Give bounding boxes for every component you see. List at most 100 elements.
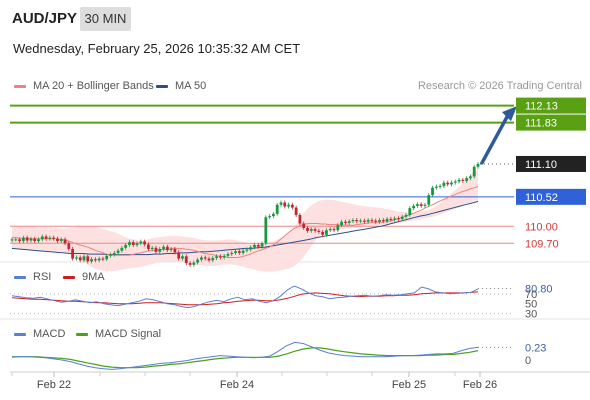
rsi-level-label: 50	[525, 299, 537, 311]
datetime-label: Wednesday, February 25, 2026 10:35:32 AM…	[13, 41, 301, 56]
candle-body	[146, 244, 150, 249]
candle-body	[184, 256, 188, 264]
candle-body	[218, 256, 222, 258]
rsi-level-label: 30	[525, 309, 537, 321]
candle-body	[90, 259, 93, 262]
macd-legend-label: MACD	[33, 328, 66, 340]
candle-body	[21, 237, 25, 242]
ma50-line	[11, 200, 479, 256]
candle-body	[438, 186, 442, 188]
candle-body	[131, 242, 135, 245]
candle-body	[56, 238, 59, 242]
rsi-level-label: 80.80	[525, 284, 553, 296]
candle-body	[158, 248, 162, 252]
candle-body	[264, 217, 268, 244]
rsi-ma-legend-label: 9MA	[82, 271, 105, 283]
candle-body	[105, 255, 109, 260]
candle-body	[192, 262, 196, 265]
candle-body	[423, 204, 427, 206]
macd-level-label: 0.23	[525, 342, 546, 354]
credit-label: Research © 2026 Trading Central	[417, 80, 582, 92]
candle-body	[63, 239, 67, 244]
candle-body	[317, 230, 321, 232]
candle-body	[256, 245, 260, 247]
candle-body	[287, 204, 290, 207]
candle-body	[325, 230, 328, 235]
candle-body	[86, 256, 90, 262]
candle-body	[177, 252, 181, 259]
ma20-legend-label: MA 20 + Bollinger Bands	[33, 80, 154, 92]
timeframe-button[interactable]: 30 MIN	[80, 7, 131, 31]
candle-body	[374, 220, 378, 222]
candle-body	[347, 221, 351, 223]
candle-body	[18, 239, 21, 242]
candle-body	[370, 220, 374, 222]
candle-body	[253, 245, 256, 248]
candles-group	[10, 161, 480, 267]
candle-body	[196, 259, 200, 263]
candle-body	[309, 229, 313, 231]
candle-body	[33, 238, 37, 242]
candle-body	[29, 238, 33, 241]
last-level-label: 111.10	[525, 159, 557, 171]
candle-body	[351, 220, 355, 222]
candle-body	[294, 207, 298, 215]
rsi-ma-legend-swatch	[63, 276, 75, 279]
candle-body	[25, 237, 29, 241]
rsi-legend-label: RSI	[33, 271, 52, 283]
candle-body	[302, 223, 306, 228]
ma50-legend-swatch	[156, 85, 168, 88]
candle-body	[139, 241, 143, 244]
macd-level-label: 0	[525, 355, 531, 367]
candle-body	[116, 250, 120, 253]
candle-body	[14, 239, 18, 241]
candle-body	[249, 247, 253, 250]
candle-body	[332, 229, 336, 231]
candle-body	[321, 231, 325, 235]
candle-body	[415, 204, 419, 206]
support-level-label: 110.00	[525, 221, 558, 233]
forecast-arrow-shaft	[480, 113, 510, 165]
macd-line	[11, 341, 479, 370]
candle-body	[355, 220, 359, 222]
candle-body	[82, 256, 86, 261]
candle-body	[393, 218, 397, 220]
candle-body	[93, 259, 97, 261]
resistance-label-box	[516, 97, 586, 114]
candle-body	[128, 242, 131, 245]
candle-body	[397, 218, 400, 220]
resistance-level-label: 112.13	[525, 101, 558, 113]
candle-body	[237, 251, 241, 253]
candle-body	[222, 255, 226, 258]
candle-body	[120, 247, 124, 251]
candle-body	[442, 182, 446, 187]
candle-body	[112, 252, 116, 255]
pivot-level-label: 110.52	[525, 192, 558, 204]
candle-body	[211, 258, 215, 261]
candle-body	[207, 258, 211, 261]
ma20-legend-swatch	[14, 85, 26, 88]
candle-body	[165, 246, 169, 251]
candle-body	[78, 257, 82, 261]
candle-body	[283, 202, 287, 207]
candle-body	[476, 163, 480, 167]
candle-body	[245, 249, 249, 251]
candle-body	[260, 243, 264, 247]
candle-body	[268, 216, 272, 218]
candle-body	[385, 218, 389, 222]
candle-body	[143, 241, 147, 245]
candle-body	[169, 248, 173, 251]
candle-body	[173, 248, 177, 253]
candle-body	[328, 229, 332, 231]
candle-body	[306, 228, 309, 231]
candle-body	[389, 218, 393, 220]
candle-body	[67, 243, 71, 249]
candle-body	[150, 247, 154, 249]
candle-body	[378, 220, 381, 222]
x-tick-label: Feb 26	[463, 379, 497, 391]
macd-legend-swatch	[14, 333, 26, 336]
candle-body	[340, 221, 344, 226]
candle-body	[381, 220, 385, 222]
x-tick-label: Feb 24	[220, 379, 254, 391]
